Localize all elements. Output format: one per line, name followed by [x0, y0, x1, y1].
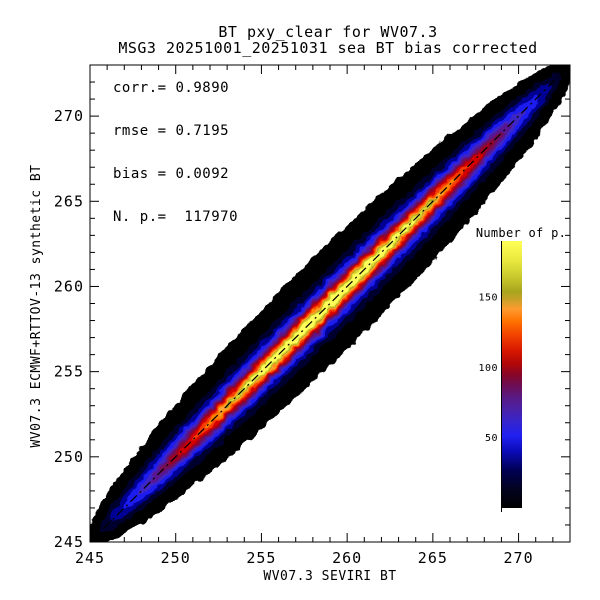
x-axis-title: WV07.3 SEVIRI BT: [263, 569, 396, 584]
stat-bias: bias = 0.0092: [113, 166, 229, 182]
colorbar-title: Number of p.: [476, 226, 566, 240]
y-tick-label: 265: [54, 192, 84, 210]
plot-subtitle: MSG3 20251001_20251031 sea BT bias corre…: [118, 39, 537, 57]
stat-corr: corr.= 0.9890: [113, 80, 229, 96]
x-tick-label: 260: [332, 549, 362, 567]
x-tick-label: 265: [418, 549, 448, 567]
plot-title: BT pxy_clear for WV07.3: [218, 23, 437, 41]
y-axis-title: WV07.3 ECMWF+RTTOV-13 synthetic BT: [29, 164, 44, 447]
axis-tick-labels: 245 250 255 260 265 270 245 250 255 260 265 270: [54, 107, 534, 567]
plot-area-clip: [90, 65, 570, 542]
colorbar-tick-labels: 50 100 150: [478, 293, 498, 445]
x-tick-label: 270: [504, 549, 534, 567]
y-tick-label: 270: [54, 107, 84, 125]
stat-npoints: N. p.= 117970: [113, 209, 238, 225]
y-tick-label: 245: [54, 533, 84, 551]
colorbar-tick-label: 100: [478, 363, 498, 374]
y-tick-label: 250: [54, 448, 84, 466]
colorbar-tick-label: 150: [478, 293, 498, 304]
colorbar: [502, 241, 522, 508]
x-tick-label: 245: [75, 549, 105, 567]
stat-rmse: rmse = 0.7195: [113, 123, 229, 139]
y-tick-label: 260: [54, 277, 84, 295]
x-tick-label: 255: [246, 549, 276, 567]
colorbar-tick-label: 50: [485, 433, 498, 444]
axis-ticks: [89, 64, 571, 543]
y-tick-label: 255: [54, 363, 84, 381]
x-tick-label: 250: [161, 549, 191, 567]
